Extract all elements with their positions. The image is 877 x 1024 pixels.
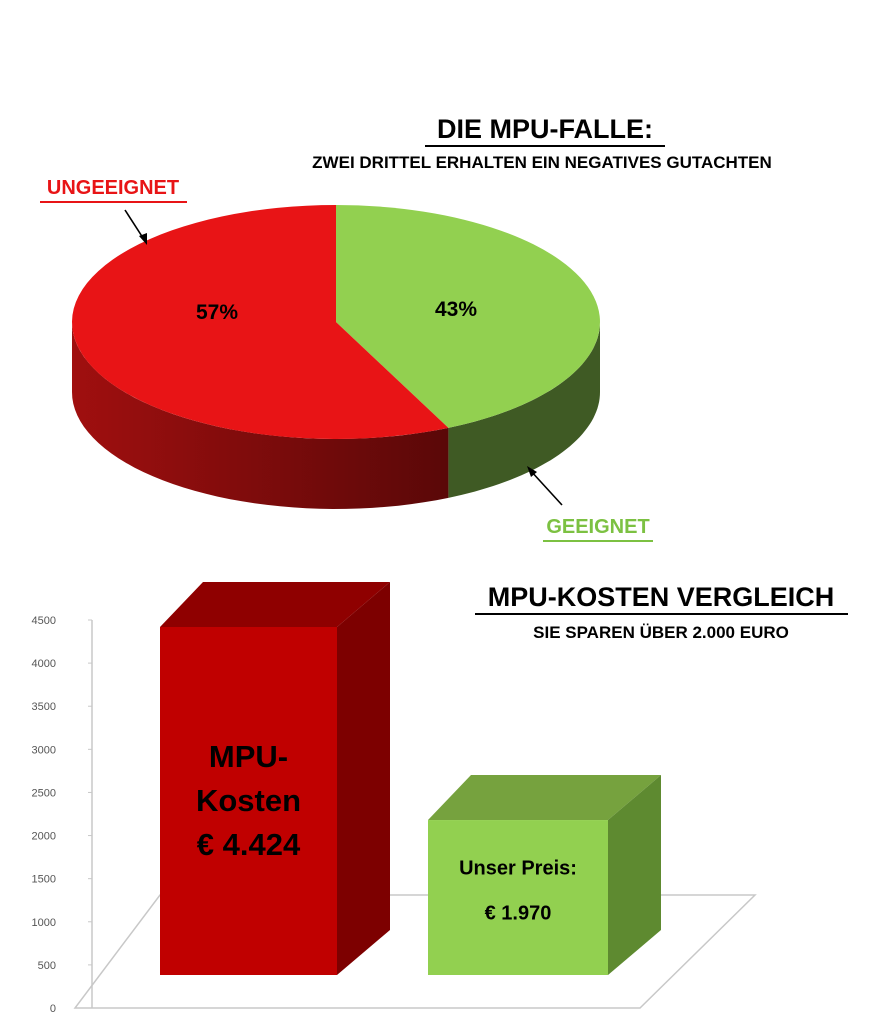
- bar-label: MPU-: [209, 739, 288, 774]
- arrow-icon: [124, 209, 147, 245]
- pie-chart: [72, 205, 600, 509]
- y-tick-label: 0: [50, 1003, 56, 1015]
- bar-front: [428, 820, 608, 975]
- floor: [73, 894, 757, 1009]
- pie-side-ungeeignet: [72, 322, 449, 509]
- y-tick-label: 500: [38, 960, 56, 972]
- y-tick-label: 3000: [32, 744, 56, 756]
- legend-label-geeignet: GEEIGNET: [546, 516, 649, 538]
- pie-subtitle: ZWEI DRITTEL ERHALTEN EIN NEGATIVES GUTA…: [312, 153, 772, 172]
- y-tick-label: 2500: [32, 787, 56, 799]
- arrow-icon: [527, 466, 563, 506]
- bar-label: € 4.424: [197, 827, 301, 862]
- legend-label-ungeeignet: UNGEEIGNET: [47, 177, 179, 199]
- bar-title: MPU-KOSTEN VERGLEICH: [488, 582, 835, 612]
- pie-slice-ungeeignet: [72, 205, 449, 439]
- bar-front: [160, 627, 337, 975]
- bar-side: [608, 775, 661, 975]
- y-tick-label: 4500: [32, 615, 56, 627]
- pie-slice-geeignet: [336, 205, 600, 428]
- bar-mpu-kosten: MPU- Kosten € 4.424: [160, 582, 390, 975]
- y-tick-label: 1500: [32, 874, 56, 886]
- bar-label: Unser Preis:: [459, 858, 577, 880]
- y-tick-label: 2000: [32, 831, 56, 843]
- y-tick-label: 3500: [32, 701, 56, 713]
- pie-side-geeignet: [448, 322, 600, 498]
- bar-subtitle: SIE SPAREN ÜBER 2.000 EURO: [533, 623, 789, 642]
- slice-value-ungeeignet: 57%: [196, 301, 238, 324]
- y-tick-label: 1000: [32, 917, 56, 929]
- bar-unser-preis: Unser Preis: € 1.970: [428, 775, 661, 975]
- bar-top: [160, 582, 390, 627]
- y-tick-label: 4000: [32, 658, 56, 670]
- pie-title: DIE MPU-FALLE:: [437, 114, 653, 144]
- bar-chart: 0 500 1000 1500 2000 2500 3000 3500 4000 4500 MPU-…: [32, 582, 757, 1015]
- bar-side: [337, 582, 390, 975]
- bar-label: € 1.970: [485, 903, 552, 925]
- slice-value-geeignet: 43%: [435, 298, 477, 321]
- bar-top: [428, 775, 661, 821]
- bar-label: Kosten: [196, 783, 301, 818]
